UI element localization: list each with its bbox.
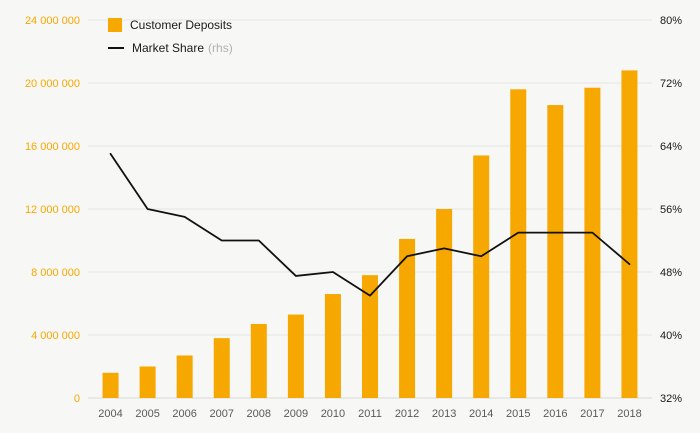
- right-axis-tick-label: 48%: [660, 267, 682, 279]
- deposits-bar: [102, 372, 119, 398]
- deposits-bar: [473, 155, 490, 398]
- left-axis-tick-label: 16 000 000: [25, 141, 80, 153]
- left-axis-tick-label: 24 000 000: [25, 15, 80, 27]
- market-share-line-icon: [108, 47, 124, 49]
- legend-market-share-label: Market Share: [132, 41, 205, 55]
- deposits-bar: [176, 355, 193, 398]
- left-axis-tick-label: 12 000 000: [25, 204, 80, 216]
- right-axis-tick-label: 64%: [660, 141, 682, 153]
- legend-item-market-share: Market Share (rhs): [108, 41, 233, 55]
- deposits-bar: [139, 366, 156, 398]
- deposits-bar: [362, 275, 378, 398]
- right-axis-tick-label: 72%: [660, 78, 682, 90]
- x-axis-tick-label: 2017: [580, 408, 604, 420]
- x-axis-tick-label: 2008: [247, 408, 271, 420]
- x-axis-tick-label: 2010: [321, 408, 345, 420]
- legend-deposits-label: Customer Deposits: [130, 18, 233, 32]
- left-axis-tick-label: 20 000 000: [25, 78, 80, 90]
- x-axis-tick-label: 2012: [395, 408, 419, 420]
- left-axis-tick-label: 0: [74, 393, 80, 405]
- x-axis-tick-label: 2007: [209, 408, 233, 420]
- x-axis-tick-label: 2004: [98, 408, 122, 420]
- x-axis-tick-label: 2009: [284, 408, 308, 420]
- legend-item-deposits: Customer Deposits: [108, 18, 233, 32]
- deposits-bar: [287, 314, 304, 398]
- right-axis-tick-label: 80%: [660, 15, 682, 27]
- left-axis-tick-label: 8 000 000: [31, 267, 80, 279]
- right-axis-tick-label: 40%: [660, 330, 682, 342]
- deposits-swatch-icon: [108, 18, 122, 32]
- right-axis-tick-label: 56%: [660, 204, 682, 216]
- right-axis-tick-label: 32%: [660, 393, 682, 405]
- market-share-line: [109, 152, 631, 297]
- x-axis-tick-label: 2014: [469, 408, 493, 420]
- x-axis-tick-label: 2006: [172, 408, 196, 420]
- deposits-bar: [584, 87, 601, 398]
- deposits-bar: [324, 294, 341, 398]
- x-axis-tick-label: 2015: [506, 408, 530, 420]
- deposits-bar: [213, 338, 230, 398]
- x-axis-tick-label: 2013: [432, 408, 456, 420]
- deposits-bar: [436, 209, 453, 398]
- x-axis-tick-label: 2011: [358, 408, 382, 420]
- deposits-bar: [250, 323, 267, 398]
- left-axis-tick-label: 4 000 000: [31, 330, 80, 342]
- x-axis-tick-label: 2016: [543, 408, 567, 420]
- deposits-bar: [399, 238, 416, 398]
- x-axis-tick-label: 2018: [617, 408, 641, 420]
- deposits-bar: [510, 89, 527, 399]
- x-axis-tick-label: 2005: [135, 408, 159, 420]
- deposits-bar: [621, 70, 638, 399]
- legend-rhs-suffix: (rhs): [208, 41, 233, 55]
- legend: Customer Deposits Market Share (rhs): [108, 18, 233, 55]
- deposits-bar: [547, 105, 564, 399]
